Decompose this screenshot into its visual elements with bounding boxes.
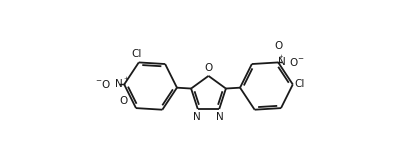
Text: N: N: [116, 79, 123, 89]
Text: O: O: [274, 41, 282, 51]
Text: O: O: [119, 96, 127, 106]
Text: O$^{-}$: O$^{-}$: [289, 56, 305, 68]
Text: $^{-}$O: $^{-}$O: [95, 78, 111, 91]
Text: N: N: [278, 57, 286, 67]
Text: N: N: [216, 112, 224, 122]
Text: N: N: [193, 112, 201, 122]
Text: $^{+}$: $^{+}$: [278, 53, 284, 62]
Text: $^{+}$: $^{+}$: [123, 75, 129, 84]
Text: O: O: [204, 63, 213, 73]
Text: Cl: Cl: [131, 49, 142, 59]
Text: Cl: Cl: [295, 79, 305, 89]
